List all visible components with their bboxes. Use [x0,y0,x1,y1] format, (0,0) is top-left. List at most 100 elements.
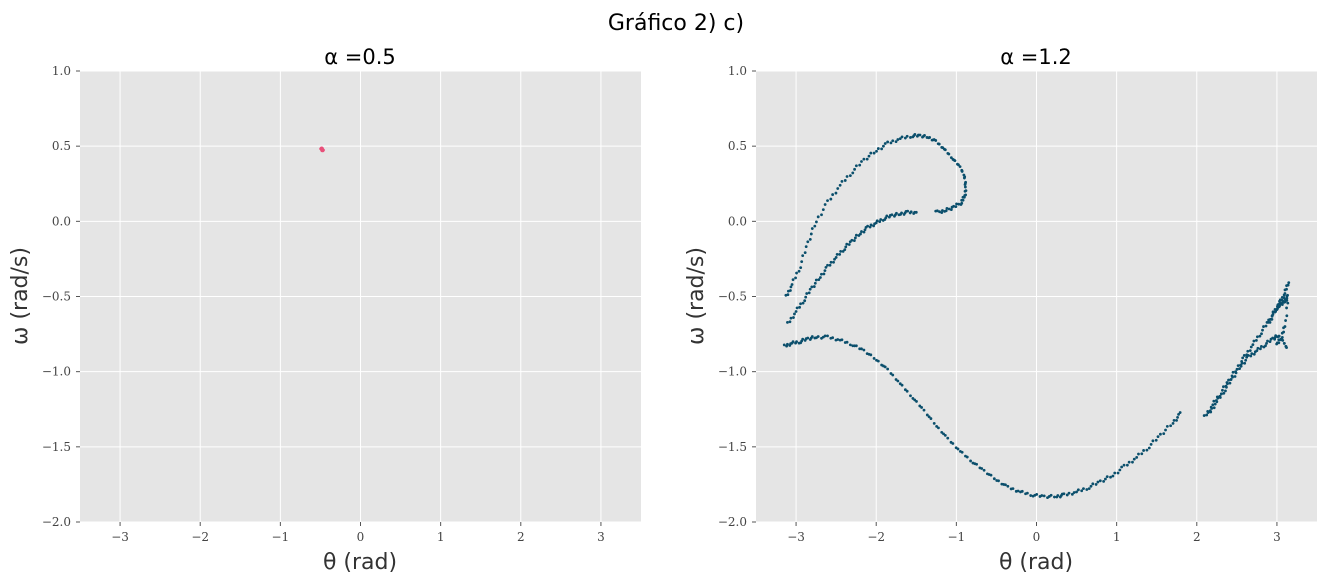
scatter-point [815,220,818,224]
scatter-point [937,142,941,146]
scatter-point [1149,443,1153,446]
scatter-point [826,199,829,202]
scatter-point [860,347,863,351]
scatter-point [923,133,926,137]
scatter-point [841,249,845,253]
scatter-point [1271,336,1275,340]
scatter-point [875,149,878,153]
scatter-point [854,164,858,168]
scatter-point [1224,389,1227,393]
scatter-point [834,191,838,195]
scatter-point [832,260,835,264]
scatter-point [898,137,902,141]
scatter-point [854,233,858,237]
scatter-point [794,276,797,280]
scatter-point [943,434,947,437]
scatter-point [1109,475,1112,479]
scatter-point [885,214,889,218]
scatter-point [1213,402,1217,406]
scatter-point [833,257,836,261]
scatter-point [1020,489,1024,493]
subplot-title-right: α =1.2 [1000,45,1072,69]
scatter-point [1211,403,1215,407]
scatter-point [801,337,805,341]
scatter-point [1062,492,1066,496]
scatter-points-left [319,146,325,153]
scatter-point [1042,494,1046,498]
scatter-point [962,176,966,180]
scatter-point [1102,480,1106,483]
scatter-point [868,225,872,229]
scatter-point [829,197,833,201]
scatter-point [1154,438,1158,442]
scatter-point [1067,491,1071,495]
scatter-point [900,211,903,215]
scatter-point [1246,349,1250,353]
scatter-point [956,447,960,451]
scatter-point [1151,439,1155,443]
scatter-point [1229,378,1233,381]
scatter-point [1235,367,1239,371]
scatter-point [905,134,909,138]
scatter-point [1254,338,1258,342]
scatter-point [835,253,839,256]
scatter-point [876,359,880,363]
y-tick-label: −2.0 [42,515,71,529]
scatter-point [1096,480,1100,484]
scatter-point [1113,471,1117,475]
scatter-point [980,467,984,470]
scatter-point [867,154,871,158]
scatter-point [872,151,876,155]
scatter-point [788,320,792,324]
y-tick-label: 0.0 [728,214,747,228]
scatter-point [804,245,808,248]
scatter-point [862,157,866,161]
scatter-point [1270,317,1274,321]
scatter-point [943,210,947,213]
scatter-point [1248,349,1252,353]
scatter-point [929,417,933,420]
scatter-point [1104,477,1107,481]
scatter-point [1035,492,1039,496]
y-ticks-right: 1.0 0.5 0.0 −0.5 −1.0 −1.5 −2.0 [718,64,756,529]
scatter-point [1256,346,1260,350]
scatter-point [1282,342,1286,345]
scatter-point [1280,335,1284,339]
scatter-point [1219,392,1223,396]
scatter-point [960,450,964,454]
scatter-point [1091,482,1095,486]
y-tick-label: 0.0 [52,214,71,228]
scatter-point [896,138,900,141]
scatter-point [1176,415,1179,419]
x-tick-label: 0 [1033,530,1041,544]
scatter-point [1266,339,1269,343]
scatter-point [795,340,798,344]
scatter-point [1118,468,1122,472]
scatter-point [1212,406,1216,410]
scatter-point [1004,483,1007,487]
scatter-point [1094,483,1098,486]
scatter-point [800,260,804,264]
scatter-point [947,207,951,211]
scatter-point [880,147,884,151]
scatter-point [1156,435,1160,439]
y-tick-label: −1.0 [42,365,71,379]
x-tick-label: −2 [867,530,885,544]
scatter-point [1127,460,1131,464]
scatter-point [1255,335,1259,339]
grid-right [756,70,1317,523]
scatter-point [1252,339,1256,343]
scatter-point [838,253,842,256]
scatter-point [843,179,847,182]
scatter-point [862,230,866,234]
scatter-point [797,269,801,273]
scatter-points-right [782,133,1291,500]
scatter-point [803,299,807,303]
scatter-point [1245,355,1249,359]
scatter-point [863,228,867,232]
scatter-point [869,151,873,155]
scatter-point [1120,465,1124,469]
scatter-point [840,338,844,342]
x-tick-label: −3 [111,530,129,544]
scatter-point [1175,418,1178,422]
